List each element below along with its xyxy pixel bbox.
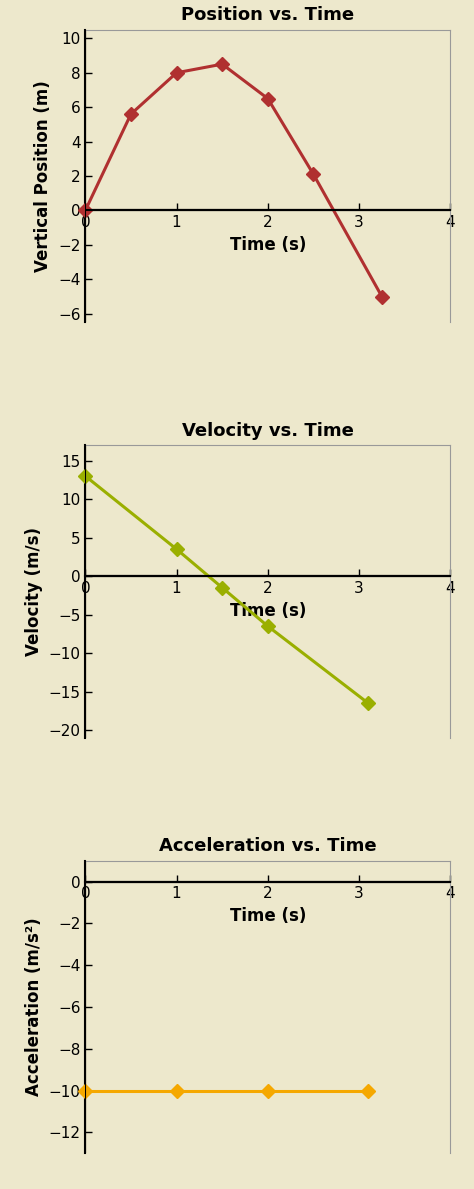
Title: Position vs. Time: Position vs. Time (181, 6, 355, 24)
Title: Velocity vs. Time: Velocity vs. Time (182, 422, 354, 440)
Title: Acceleration vs. Time: Acceleration vs. Time (159, 837, 377, 855)
X-axis label: Time (s): Time (s) (229, 602, 306, 619)
Y-axis label: Velocity (m/s): Velocity (m/s) (25, 527, 43, 656)
X-axis label: Time (s): Time (s) (229, 907, 306, 925)
X-axis label: Time (s): Time (s) (229, 235, 306, 254)
Y-axis label: Vertical Position (m): Vertical Position (m) (35, 80, 53, 272)
Y-axis label: Acceleration (m/s²): Acceleration (m/s²) (25, 918, 43, 1096)
